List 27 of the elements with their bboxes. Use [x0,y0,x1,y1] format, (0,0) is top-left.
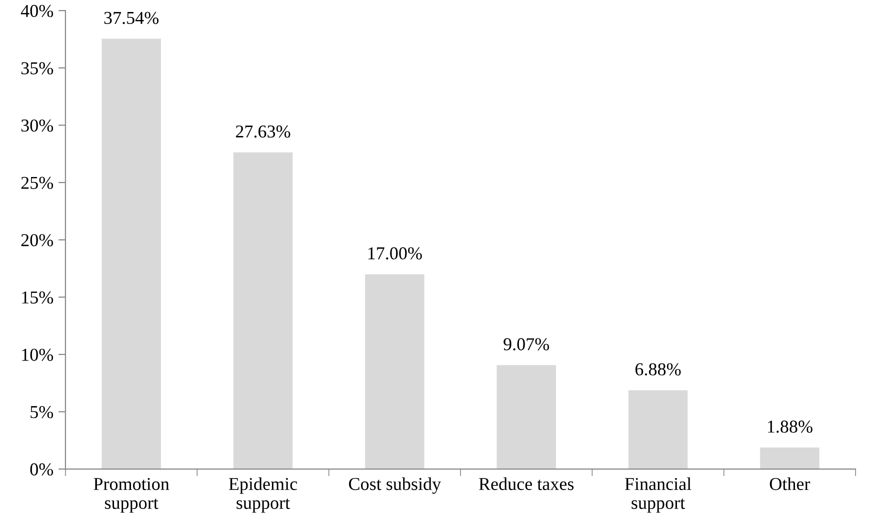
y-tick-label: 30% [21,119,54,132]
data-label: 9.07% [504,338,550,350]
x-tick-label: Promotion support [94,478,170,513]
data-label: 37.54% [104,12,159,24]
bar [233,152,293,470]
x-tick-label: Reduce taxes [478,477,574,490]
data-label: 17.00% [368,247,422,260]
y-tick-label: 5% [30,406,54,418]
y-tick-label: 15% [22,291,54,304]
x-tick-label: Cost subsidy [349,477,441,494]
y-tick-label: 40% [20,4,54,18]
y-tick-label: 0% [30,463,54,476]
x-tick-label: Financial support [624,477,692,513]
bar [496,365,556,470]
x-tick-label: Other [770,477,810,490]
bar [365,274,424,470]
bar [760,448,820,470]
y-tick-label: 10% [22,348,54,361]
y-tick-label: 25% [21,176,54,190]
data-label: 27.63% [236,125,290,138]
data-label: 1.88% [768,420,812,433]
y-tick-label: 20% [21,234,54,246]
bar [102,38,161,470]
bar [628,390,688,470]
data-label: 6.88% [635,363,681,376]
x-tick-label: Epidemic support [228,477,298,513]
y-tick-label: 35% [21,62,54,74]
